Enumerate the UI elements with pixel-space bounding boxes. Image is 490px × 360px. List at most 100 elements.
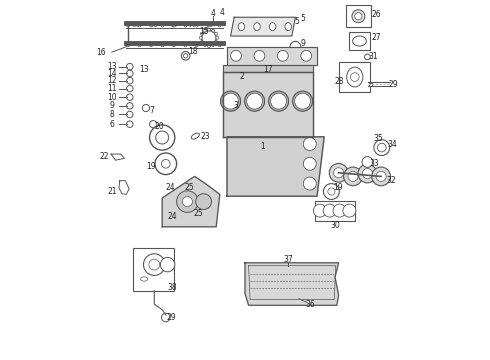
Circle shape xyxy=(358,164,377,183)
Circle shape xyxy=(202,31,216,45)
Circle shape xyxy=(212,29,215,32)
Text: 27: 27 xyxy=(371,33,381,42)
Circle shape xyxy=(161,44,164,47)
Circle shape xyxy=(348,171,358,181)
Circle shape xyxy=(323,184,339,199)
Circle shape xyxy=(196,194,212,210)
Circle shape xyxy=(303,177,316,190)
Circle shape xyxy=(149,44,152,47)
Circle shape xyxy=(207,24,210,27)
Text: 32: 32 xyxy=(386,176,395,185)
Bar xyxy=(133,248,174,291)
Text: 10: 10 xyxy=(107,93,117,102)
Bar xyxy=(315,201,355,221)
Text: 14: 14 xyxy=(107,69,117,78)
Text: 11: 11 xyxy=(107,84,117,93)
Circle shape xyxy=(126,103,133,109)
Ellipse shape xyxy=(353,36,367,46)
Text: 35: 35 xyxy=(373,135,383,144)
Polygon shape xyxy=(227,47,317,65)
Circle shape xyxy=(362,157,373,167)
Circle shape xyxy=(254,50,265,61)
Circle shape xyxy=(301,50,312,61)
Circle shape xyxy=(199,36,202,39)
Text: 31: 31 xyxy=(368,53,378,62)
Circle shape xyxy=(183,54,188,58)
Text: 37: 37 xyxy=(283,256,293,264)
Text: 19: 19 xyxy=(147,162,156,171)
Ellipse shape xyxy=(191,133,199,139)
Text: 23: 23 xyxy=(200,132,210,141)
Circle shape xyxy=(138,44,141,47)
Ellipse shape xyxy=(347,67,363,87)
Bar xyxy=(346,5,371,27)
Circle shape xyxy=(328,188,335,195)
Bar xyxy=(339,62,370,92)
Circle shape xyxy=(126,94,133,100)
Text: 38: 38 xyxy=(167,284,177,292)
Circle shape xyxy=(149,24,152,27)
Circle shape xyxy=(343,204,356,217)
Polygon shape xyxy=(223,65,314,72)
Text: 24: 24 xyxy=(168,212,177,220)
Circle shape xyxy=(365,54,370,60)
Circle shape xyxy=(207,44,210,47)
Polygon shape xyxy=(227,137,324,196)
Circle shape xyxy=(208,45,210,48)
Ellipse shape xyxy=(238,23,245,31)
Circle shape xyxy=(203,44,206,46)
Circle shape xyxy=(181,51,190,60)
Text: 16: 16 xyxy=(96,48,106,57)
Circle shape xyxy=(245,91,265,111)
Circle shape xyxy=(149,121,157,128)
Text: 21: 21 xyxy=(108,187,117,196)
Bar xyxy=(369,83,372,86)
Bar xyxy=(369,83,372,86)
Circle shape xyxy=(363,168,372,179)
Circle shape xyxy=(138,24,141,27)
Text: 13: 13 xyxy=(139,65,149,74)
Circle shape xyxy=(161,24,164,27)
Circle shape xyxy=(219,44,221,47)
Circle shape xyxy=(126,24,129,27)
Circle shape xyxy=(294,93,311,109)
Circle shape xyxy=(216,36,219,39)
Circle shape xyxy=(303,138,316,150)
Circle shape xyxy=(323,204,336,217)
Circle shape xyxy=(374,140,390,156)
Circle shape xyxy=(184,44,187,47)
Bar xyxy=(349,32,370,50)
Circle shape xyxy=(155,153,176,175)
Text: 29: 29 xyxy=(389,80,398,89)
Circle shape xyxy=(143,104,149,112)
Circle shape xyxy=(208,28,210,31)
Text: 9: 9 xyxy=(300,40,305,49)
Text: 4: 4 xyxy=(219,8,224,17)
Text: 9: 9 xyxy=(109,102,114,111)
Circle shape xyxy=(329,163,348,182)
Circle shape xyxy=(376,171,386,181)
Circle shape xyxy=(176,191,198,212)
Circle shape xyxy=(162,159,170,168)
Text: 19: 19 xyxy=(333,184,343,193)
Circle shape xyxy=(126,77,133,84)
Circle shape xyxy=(314,204,326,217)
Text: 13: 13 xyxy=(107,62,117,71)
Polygon shape xyxy=(231,17,295,36)
Circle shape xyxy=(196,24,198,27)
Circle shape xyxy=(350,73,359,81)
Bar xyxy=(369,83,372,86)
Text: 6: 6 xyxy=(109,120,114,129)
Circle shape xyxy=(182,197,193,207)
Circle shape xyxy=(200,40,203,44)
Circle shape xyxy=(333,204,346,217)
Ellipse shape xyxy=(141,277,148,281)
Text: 12: 12 xyxy=(107,76,117,85)
Text: 24: 24 xyxy=(165,184,175,193)
Circle shape xyxy=(246,93,263,109)
Circle shape xyxy=(222,93,239,109)
Circle shape xyxy=(215,32,218,35)
Circle shape xyxy=(162,313,170,322)
Circle shape xyxy=(352,10,365,23)
Text: 22: 22 xyxy=(99,152,109,161)
